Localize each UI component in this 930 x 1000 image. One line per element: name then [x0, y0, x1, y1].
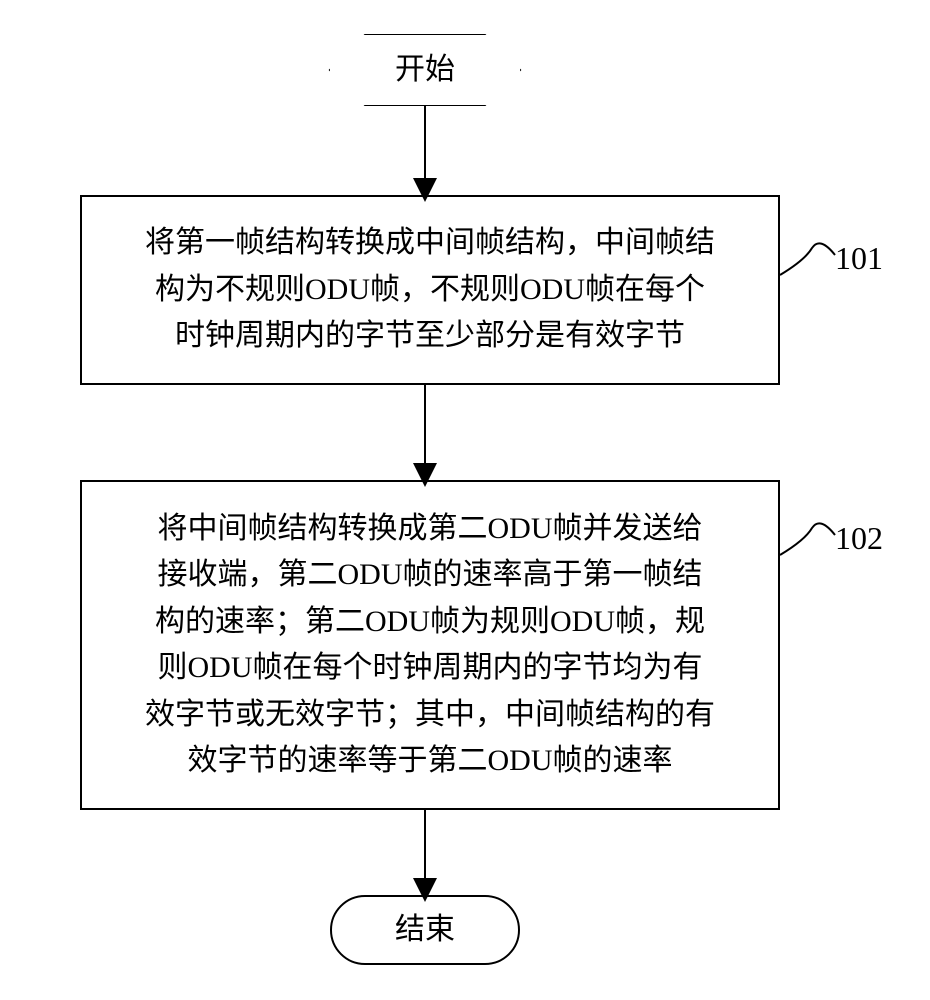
- step1-node: 将第一帧结构转换成中间帧结构，中间帧结 构为不规则ODU帧，不规则ODU帧在每个…: [80, 195, 780, 385]
- step2-text: 将中间帧结构转换成第二ODU帧并发送给 接收端，第二ODU帧的速率高于第一帧结 …: [145, 506, 715, 785]
- step1-text: 将第一帧结构转换成中间帧结构，中间帧结 构为不规则ODU帧，不规则ODU帧在每个…: [145, 220, 715, 360]
- ref-label-101: 101: [835, 240, 883, 277]
- flowchart-canvas: 开始 将第一帧结构转换成中间帧结构，中间帧结 构为不规则ODU帧，不规则ODU帧…: [0, 0, 930, 1000]
- end-text: 结束: [395, 907, 455, 954]
- step2-node: 将中间帧结构转换成第二ODU帧并发送给 接收端，第二ODU帧的速率高于第一帧结 …: [80, 480, 780, 810]
- end-node: 结束: [330, 895, 520, 965]
- ref-label-102: 102: [835, 520, 883, 557]
- start-text: 开始: [395, 47, 455, 94]
- start-node: 开始: [330, 35, 520, 105]
